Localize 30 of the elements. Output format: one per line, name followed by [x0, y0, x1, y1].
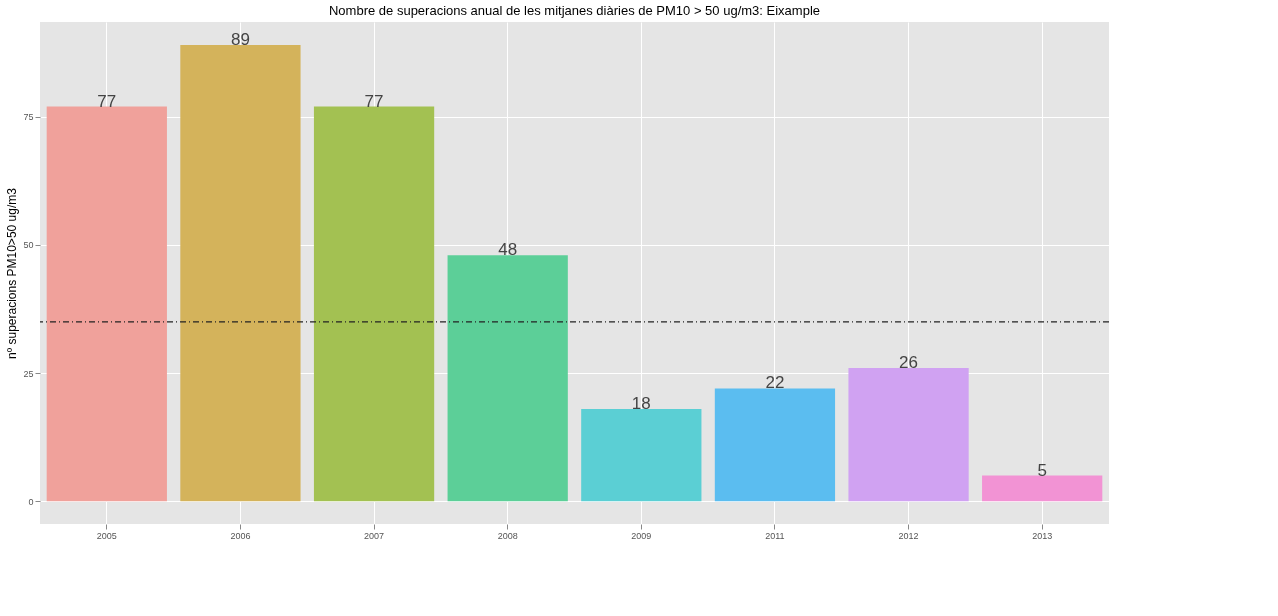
- y-tick-label: 0: [28, 496, 34, 507]
- x-tick-label: 2008: [497, 530, 518, 541]
- x-tick-label: 2013: [1032, 530, 1053, 541]
- y-axis-title: nº superacions PM10>50 ug/m3: [5, 187, 20, 359]
- bar: [313, 106, 435, 502]
- x-tick-label: 2012: [898, 530, 919, 541]
- y-tick-label: 50: [23, 240, 34, 251]
- bar: [447, 255, 568, 502]
- bar: [46, 106, 167, 502]
- data-label: 26: [899, 352, 919, 372]
- data-label: 18: [631, 393, 651, 413]
- bar: [714, 388, 836, 502]
- x-tick-label: 2011: [765, 530, 785, 541]
- x-tick-label: 2006: [230, 530, 251, 541]
- x-tick-label: 2005: [96, 530, 117, 541]
- y-tick-label: 75: [23, 112, 34, 123]
- data-label: 5: [1037, 460, 1047, 480]
- chart-title: Nombre de superacions anual de les mitjanes diàries de PM10 > 50 ug/m3: Eixample: [328, 3, 821, 18]
- data-label: 89: [230, 30, 250, 50]
- bar: [180, 45, 301, 502]
- bar: [581, 408, 702, 502]
- x-tick-label: 2009: [631, 530, 652, 541]
- x-tick-label: 2007: [364, 530, 385, 541]
- y-tick-label: 25: [23, 368, 34, 379]
- data-label: 77: [97, 91, 117, 111]
- bar: [848, 367, 969, 502]
- data-label: 22: [765, 373, 785, 393]
- bar: [982, 475, 1103, 502]
- data-label: 77: [364, 91, 384, 111]
- data-label: 48: [498, 240, 518, 260]
